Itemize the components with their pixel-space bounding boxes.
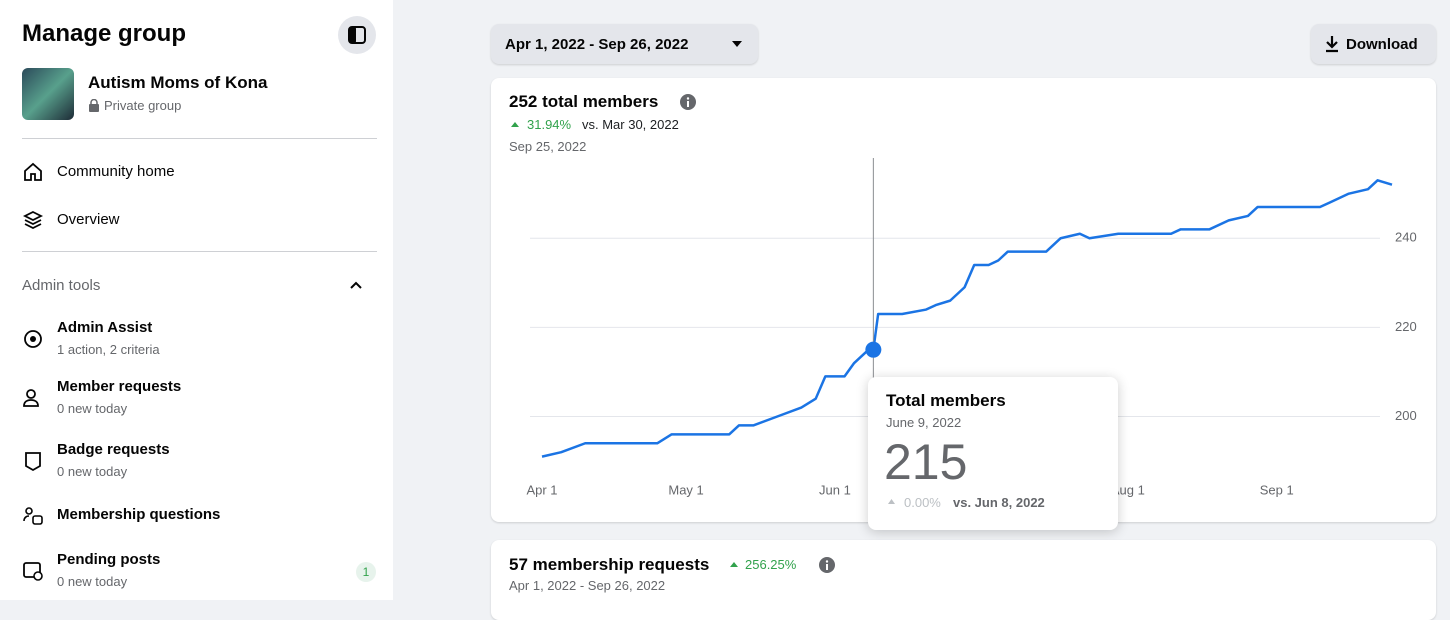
admin-item[interactable]: Admin Assist 1 action, 2 criteria [22,316,377,360]
item-icon [22,560,44,582]
admin-item[interactable]: Membership questions [22,505,377,549]
up-arrow [729,560,739,568]
item-badge: 1 [356,562,376,582]
item-sub: 1 action, 2 criteria [57,342,160,357]
item-icon [22,505,44,527]
caret [731,39,743,49]
page: { "sidebar": { "title": "Manage group", … [0,0,1450,600]
tooltip-change: 0.00% [904,495,941,510]
nav-item[interactable]: Community home [22,158,377,186]
item-sub: 0 new today [57,464,127,479]
item-label: Badge requests [57,441,170,458]
tooltip-date: June 9, 2022 [886,415,961,430]
nav-label: Overview [57,211,120,228]
up-arrow [887,498,896,505]
item-sub: 0 new today [57,574,127,589]
requests-card: 57 membership requests 256.25% Apr 1, 20… [491,540,1436,620]
item-icon [22,450,44,472]
group-name[interactable]: Autism Moms of Kona [88,73,267,93]
change: 256.25% [745,557,796,572]
item-label: Admin Assist [57,319,152,336]
x-tick-label: Sep 1 [1260,482,1294,497]
date-range-button[interactable]: Apr 1, 2022 - Sep 26, 2022 [491,24,758,64]
toggle-button[interactable] [338,16,376,54]
toggle-icon [338,16,376,54]
x-tick-label: Jun 1 [819,482,851,497]
nav-item[interactable]: Overview [22,206,377,234]
item-icon [22,387,44,409]
card-date: Apr 1, 2022 - Sep 26, 2022 [509,578,665,593]
download-icon [1324,35,1340,53]
group-avatar[interactable] [22,68,74,120]
divider [22,138,377,139]
tooltip-title: Total members [886,391,1006,411]
overview-icon [22,209,44,231]
date-range: Apr 1, 2022 - Sep 26, 2022 [505,36,688,53]
group-privacy: Private group [104,98,181,113]
item-icon [22,328,44,350]
y-tick-label: 200 [1395,408,1417,423]
tooltip-comparison: vs. Jun 8, 2022 [953,495,1045,510]
card-title: 57 membership requests [509,555,709,575]
body: Manage group Autism Moms of Kona Private… [0,0,1450,600]
tooltip-value: 215 [884,433,967,491]
home-icon [22,161,44,183]
x-tick-label: Apr 1 [526,482,557,497]
item-label: Membership questions [57,506,220,523]
nav-label: Community home [57,163,175,180]
section-title: Admin tools [22,277,100,294]
download-button[interactable]: Download [1311,24,1436,64]
item-sub: 0 new today [57,401,127,416]
hover-point [865,342,881,358]
y-tick-label: 240 [1395,230,1417,245]
sidebar: Manage group Autism Moms of Kona Private… [0,0,393,600]
admin-item[interactable]: Pending posts 0 new today 1 [22,548,377,592]
tooltip: Total members June 9, 2022 215 0.00% vs.… [868,377,1118,530]
sidebar-title: Manage group [22,20,186,48]
item-label: Pending posts [57,551,160,568]
lock-icon [88,99,100,112]
divider [22,251,377,252]
admin-item[interactable]: Badge requests 0 new today [22,438,377,482]
collapse-icon[interactable] [348,278,364,292]
download-label: Download [1346,36,1418,53]
y-tick-label: 220 [1395,319,1417,334]
admin-item[interactable]: Member requests 0 new today [22,375,377,419]
info-icon[interactable] [818,556,836,574]
item-label: Member requests [57,378,181,395]
x-tick-label: May 1 [668,482,703,497]
